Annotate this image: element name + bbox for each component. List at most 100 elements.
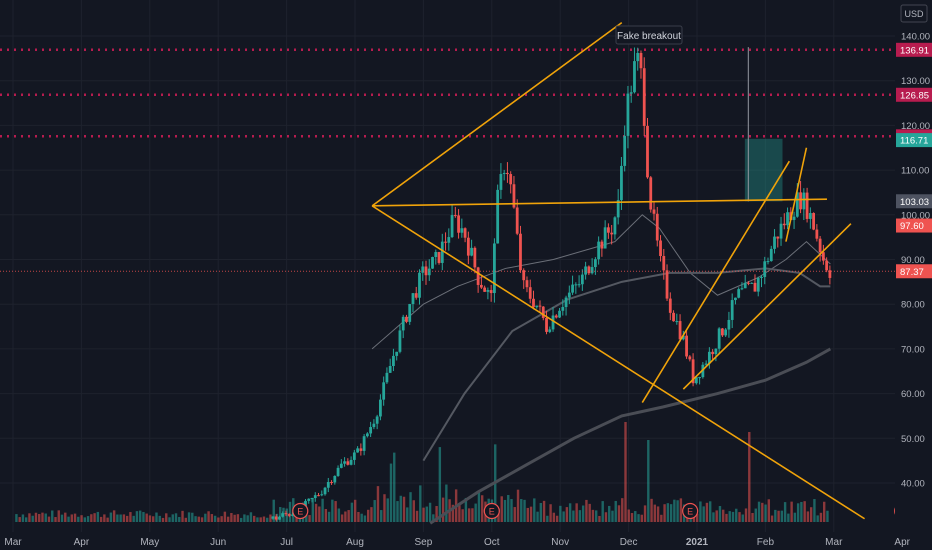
volume-bar xyxy=(725,513,728,522)
candle-body xyxy=(802,192,806,210)
volume-bar xyxy=(585,499,588,522)
candle-body xyxy=(587,266,591,274)
volume-bar xyxy=(523,499,526,522)
volume-bar xyxy=(513,507,516,522)
volume-bar xyxy=(31,515,34,522)
volume-bar xyxy=(331,499,334,522)
candle-body xyxy=(551,315,555,330)
currency-badge[interactable]: USD xyxy=(900,4,928,23)
earnings-marker[interactable]: E xyxy=(483,502,500,520)
volume-bar xyxy=(754,508,757,522)
candle-body xyxy=(776,236,780,239)
volume-bar xyxy=(363,515,367,522)
volume-bar xyxy=(826,510,829,522)
volume-bar xyxy=(624,422,627,522)
volume-bar xyxy=(99,516,103,522)
volume-bar xyxy=(751,512,754,522)
level-price-tag xyxy=(896,42,932,57)
volume-bar xyxy=(168,517,171,522)
volume-bar xyxy=(269,514,272,522)
candle-body xyxy=(649,177,653,210)
volume-bar xyxy=(415,510,419,522)
volume-bar xyxy=(314,503,318,522)
candle-body xyxy=(688,356,692,360)
candle-body xyxy=(512,184,516,208)
volume-bar xyxy=(83,517,87,522)
y-tick-label: 80.00 xyxy=(901,300,925,311)
volume-bar xyxy=(380,510,383,522)
x-tick-label: May xyxy=(140,537,159,548)
volume-bar xyxy=(171,514,174,522)
earnings-marker[interactable]: E xyxy=(682,502,699,520)
callout-box xyxy=(615,25,683,45)
candle-body xyxy=(750,282,754,284)
volume-bar xyxy=(138,510,142,522)
candle-body xyxy=(323,487,327,495)
earnings-label: E xyxy=(687,507,693,517)
volume-bar xyxy=(90,514,93,522)
volume-bar xyxy=(256,517,259,522)
volume-bar xyxy=(406,507,409,522)
candle-body xyxy=(431,257,434,269)
ma-mid-line xyxy=(422,267,831,462)
volume-bar xyxy=(464,497,468,522)
volume-bar xyxy=(565,507,569,522)
volume-bar xyxy=(155,512,158,522)
volume-bar xyxy=(731,511,735,522)
candle-body xyxy=(554,315,558,318)
volume-bar xyxy=(34,512,38,522)
trendlines[interactable] xyxy=(371,21,866,520)
volume-bar xyxy=(653,504,657,522)
candle-body xyxy=(385,372,389,383)
volume-bar xyxy=(311,498,315,522)
candle-body xyxy=(493,243,496,294)
volume-bar xyxy=(249,512,253,522)
candle-body xyxy=(382,382,386,400)
volume-bar xyxy=(109,512,113,522)
volume-bar xyxy=(679,498,683,522)
volume-bar xyxy=(669,504,673,522)
volume-bar xyxy=(630,513,634,522)
volume-bar xyxy=(705,502,709,522)
x-tick-label: Apr xyxy=(894,537,910,548)
volume-bar xyxy=(334,501,337,522)
volume-bar xyxy=(660,514,663,522)
volume-bar xyxy=(318,506,321,522)
volume-bar xyxy=(327,511,331,522)
volume-bar xyxy=(396,501,399,522)
earnings-marker[interactable]: E xyxy=(292,502,309,520)
volume-bar xyxy=(272,499,275,522)
y-tick-label: 100.00 xyxy=(901,210,930,221)
ma-slow-line xyxy=(429,347,832,525)
candle-body xyxy=(317,495,320,497)
candle-body xyxy=(616,200,620,218)
candle-body xyxy=(326,482,330,488)
candle-body xyxy=(730,300,734,320)
candle-body xyxy=(675,321,679,323)
volume-bar xyxy=(393,452,396,522)
volume-bar xyxy=(598,515,601,522)
volume-bar xyxy=(806,511,810,522)
candle-body xyxy=(434,252,438,258)
volume-bar xyxy=(38,514,41,522)
volume-bar xyxy=(122,514,126,522)
volume-bar xyxy=(432,514,435,522)
candle-body xyxy=(691,359,695,384)
volume-bar xyxy=(370,507,373,522)
x-tick-label: Jul xyxy=(280,537,293,548)
volume-bar xyxy=(666,503,670,522)
candle-body xyxy=(727,319,731,330)
candle-body xyxy=(463,228,467,238)
volume-bar xyxy=(145,513,148,522)
candle-body xyxy=(600,241,604,249)
volume-bar xyxy=(165,513,168,522)
volume-bar xyxy=(526,507,529,522)
price-axis[interactable]: 40.00 50.00 60.00 70.00 80.00 90.00 100.00 110.… xyxy=(895,0,932,532)
candle-body xyxy=(717,328,721,349)
volume-bar xyxy=(360,513,363,522)
volume-bar xyxy=(344,511,347,522)
y-tick-label: 90.00 xyxy=(901,255,925,266)
time-axis[interactable]: Mar Apr May Jun Jul Aug Sep Oct Nov Dec 2021 Feb Mar… xyxy=(0,532,932,550)
candle-body xyxy=(571,284,574,293)
